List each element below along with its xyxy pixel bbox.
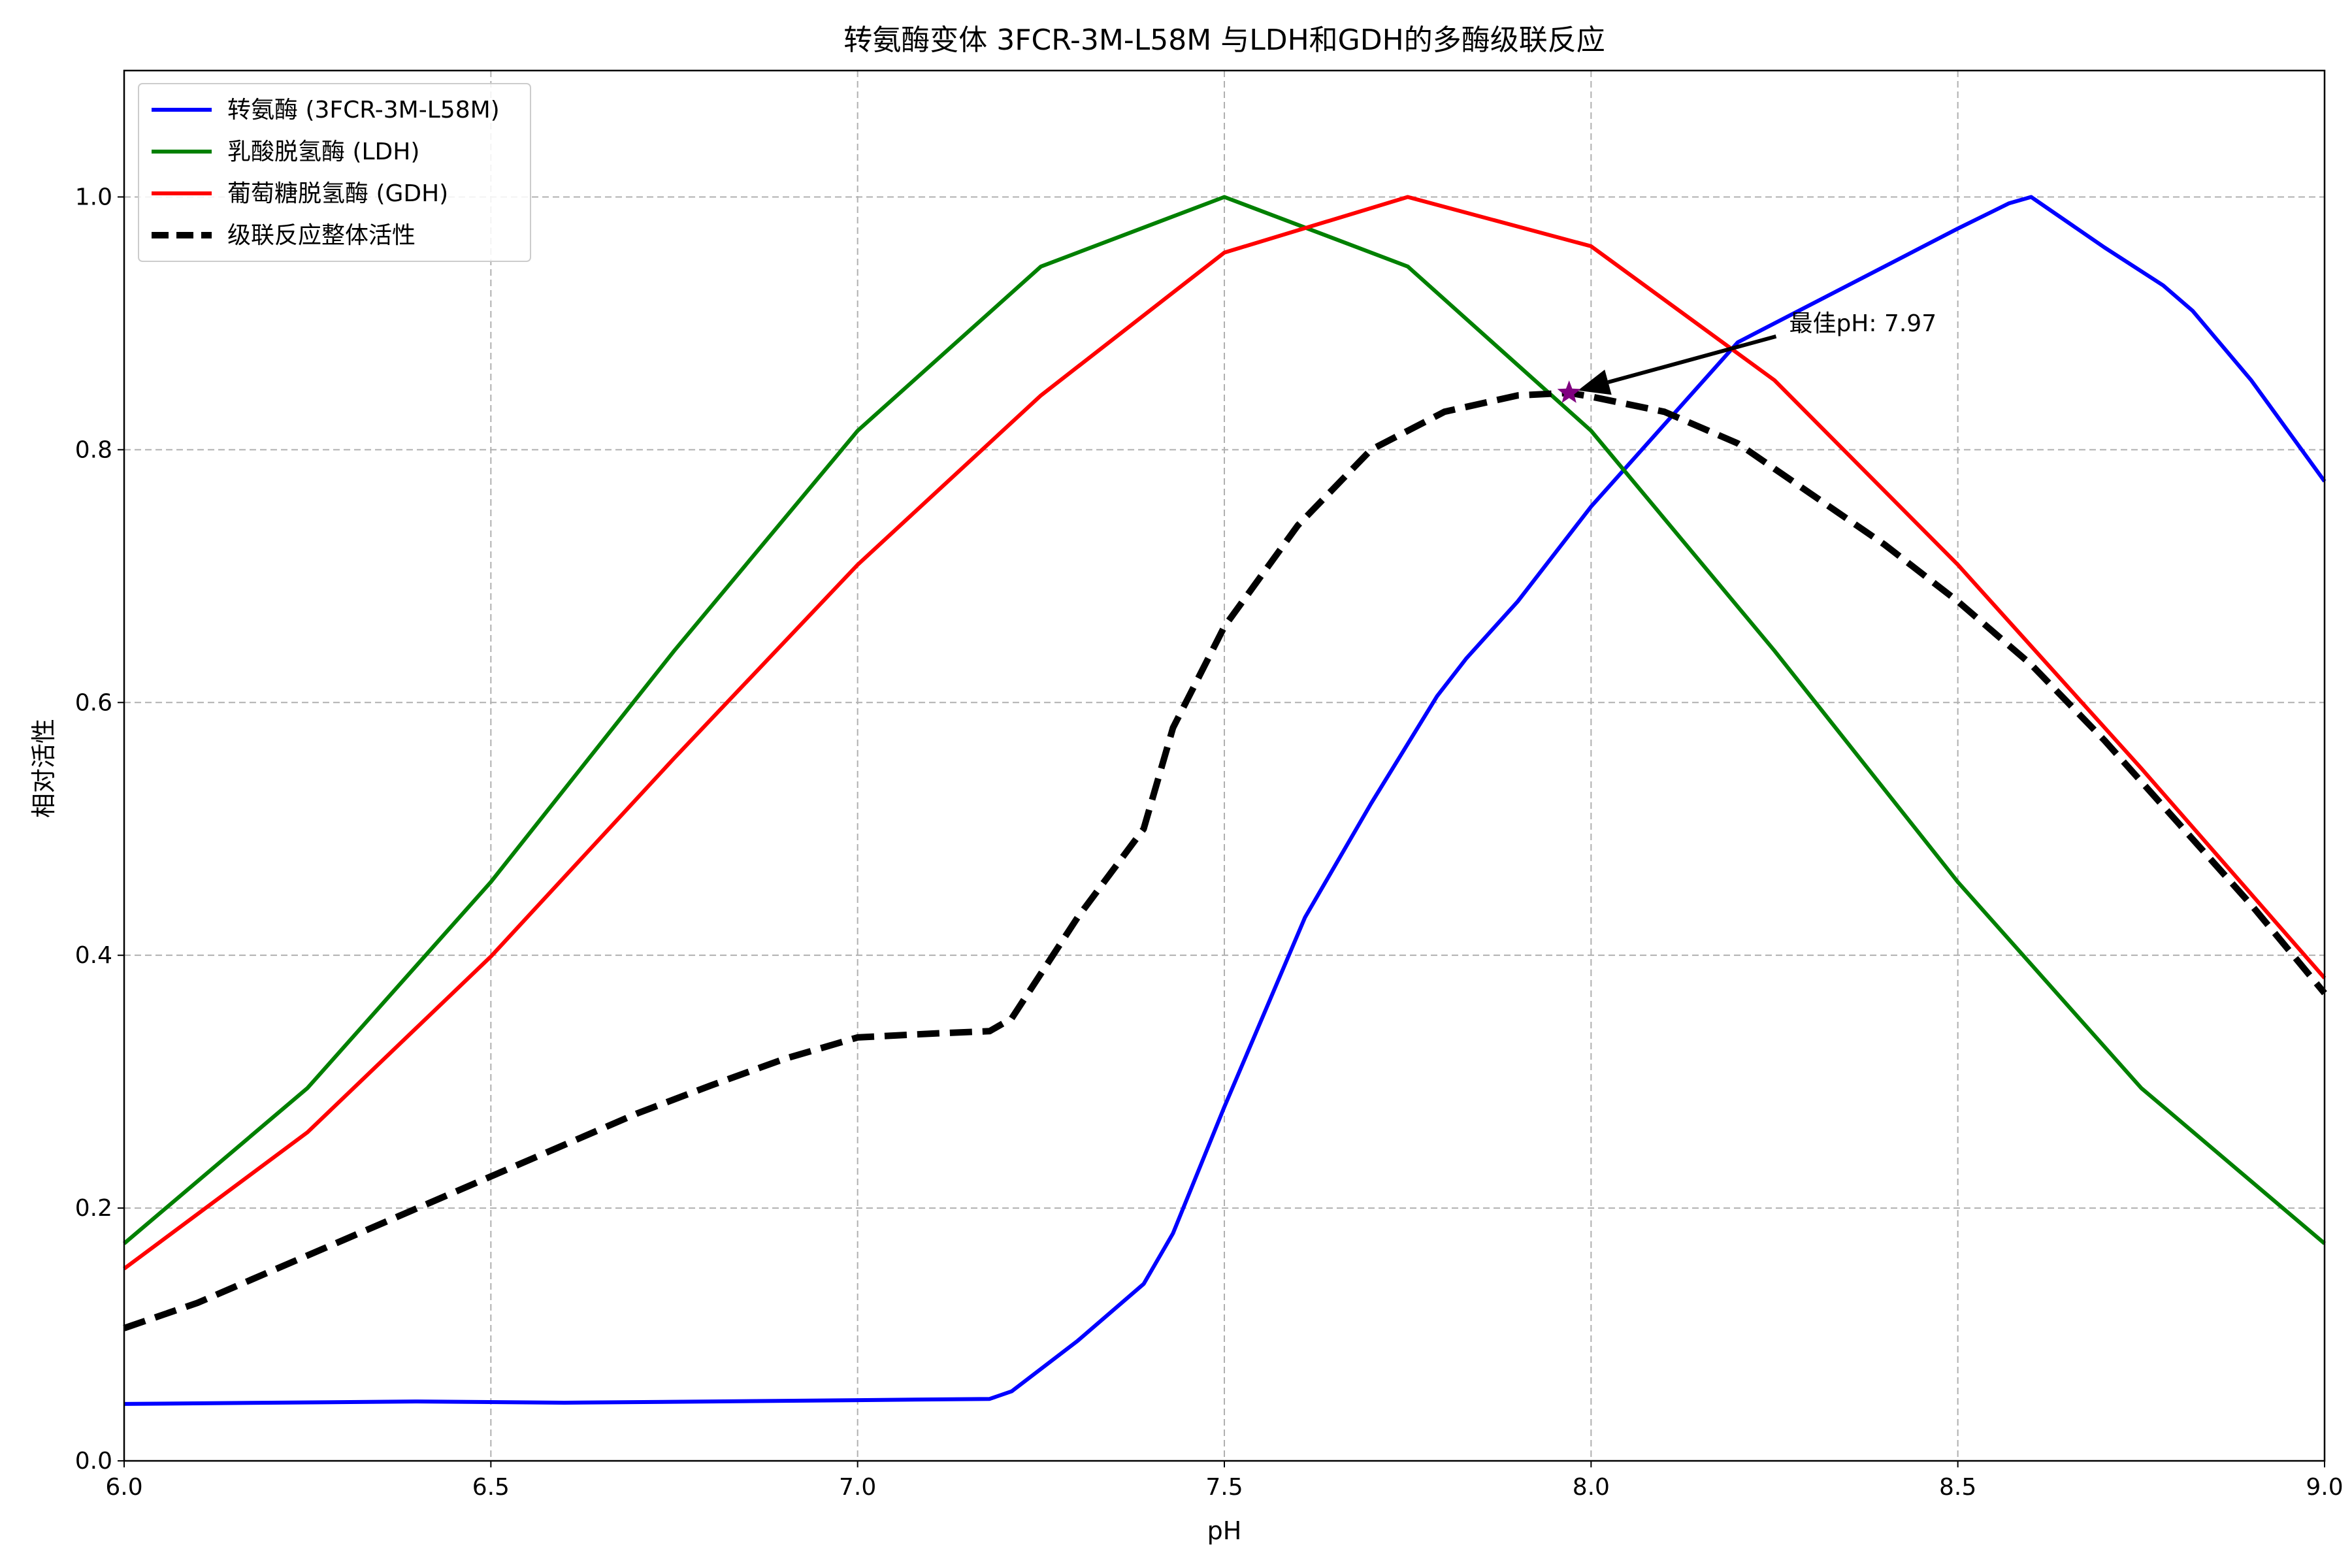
x-tick-label: 9.0 (2306, 1474, 2343, 1501)
x-tick-label: 7.0 (839, 1474, 876, 1501)
x-tick-label: 6.0 (105, 1474, 142, 1501)
y-tick-label: 0.2 (75, 1195, 112, 1222)
y-tick-label: 0.8 (75, 436, 112, 463)
x-tick-label: 6.5 (472, 1474, 510, 1501)
y-tick-label: 0.0 (75, 1448, 112, 1475)
legend-label: 级联反应整体活性 (227, 222, 416, 249)
x-tick-label: 7.5 (1205, 1474, 1243, 1501)
x-tick-label: 8.0 (1573, 1474, 1610, 1501)
series-line-2 (123, 195, 2326, 1245)
legend-label: 乳酸脱氢酶 (LDH) (227, 139, 419, 165)
x-axis-ticks: 6.0 6.5 7.0 7.5 8.0 8.5 9.0 (105, 1461, 2344, 1501)
annotation-arrowhead (1578, 369, 1612, 395)
annotation-text: 最佳pH: 7.97 (1789, 310, 1936, 337)
series-lines (123, 195, 2327, 1406)
annotation-arrow (1607, 335, 1777, 384)
y-axis-label: 相对活性 (29, 719, 58, 818)
x-tick-label: 8.5 (1939, 1474, 1976, 1501)
legend-label: 转氨酶 (3FCR-3M-L58M) (227, 97, 500, 123)
legend: 转氨酶 (3FCR-3M-L58M) 乳酸脱氢酶 (LDH) 葡萄糖脱氢酶 (GDH… (138, 83, 531, 262)
y-tick-label: 1.0 (75, 184, 112, 210)
annotation: 最佳pH: 7.97 (1557, 310, 1936, 403)
optimum-star-marker (1557, 380, 1581, 403)
series-line-1 (123, 195, 2327, 1406)
x-axis-label: pH (1207, 1516, 1242, 1545)
y-tick-label: 0.6 (75, 689, 112, 716)
series-line-4 (123, 389, 2327, 1331)
series-line-3 (123, 195, 2327, 1271)
legend-label: 葡萄糖脱氢酶 (GDH) (227, 180, 448, 207)
y-axis-ticks: 0.0 0.2 0.4 0.6 0.8 1.0 (75, 184, 124, 1475)
chart-title: 转氨酶变体 3FCR-3M-L58M 与LDH和GDH的多酶级联反应 (843, 24, 1605, 57)
grid-lines (123, 71, 2325, 1462)
legend-box (138, 83, 531, 262)
y-tick-label: 0.4 (75, 942, 112, 969)
